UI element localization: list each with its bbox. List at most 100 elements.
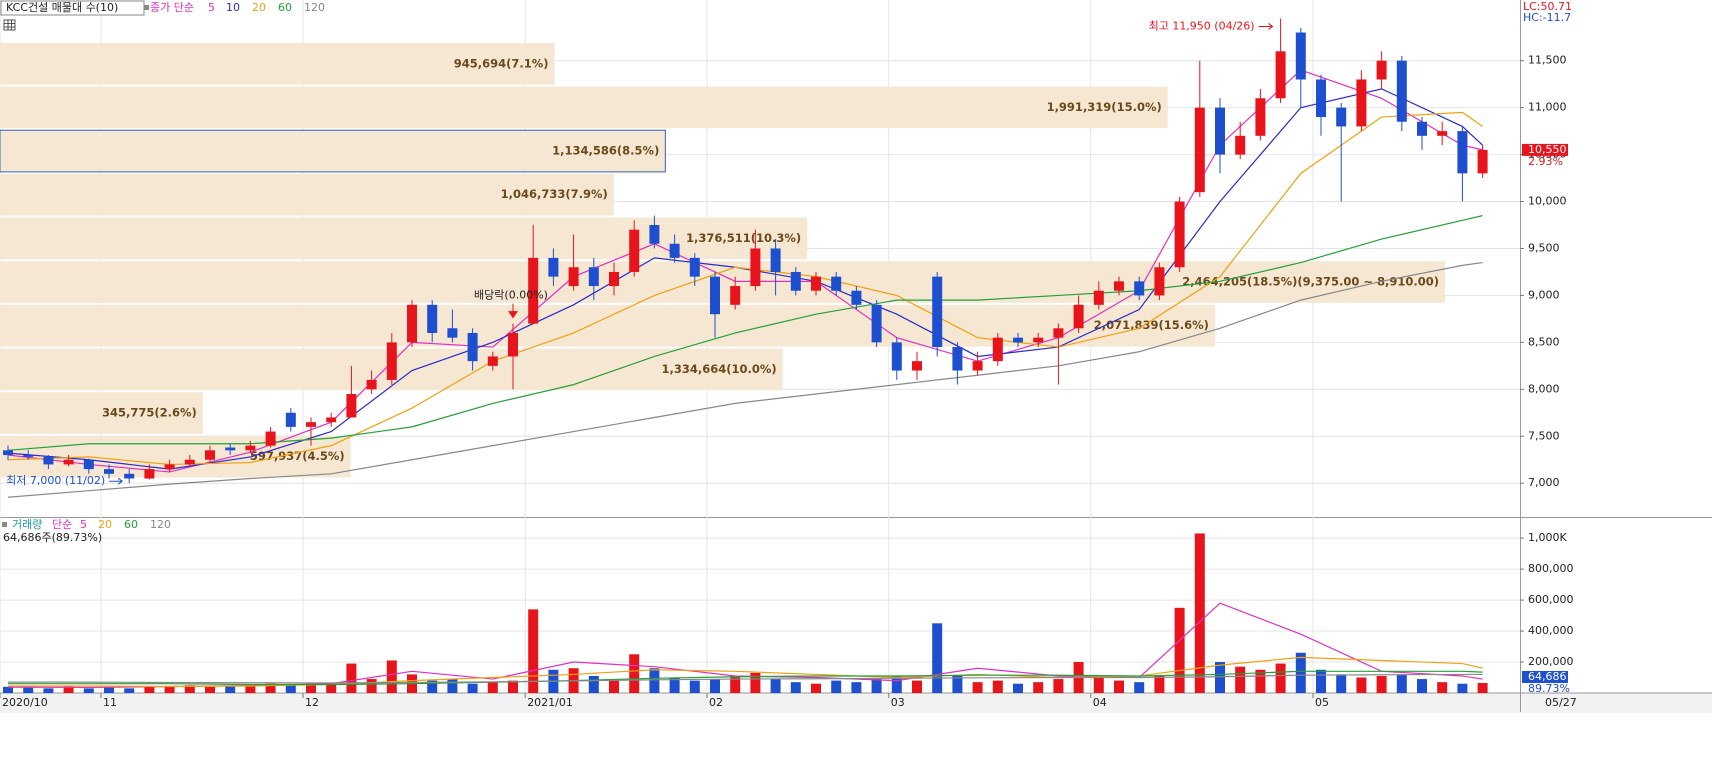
candle-body [1134, 281, 1145, 296]
candle-body [851, 290, 862, 305]
last-volume-label: 64,686 [1528, 670, 1567, 683]
legend-item: 10 [226, 1, 240, 14]
volume-bar [467, 683, 478, 693]
candle-body [508, 332, 518, 357]
candle-body [1417, 121, 1427, 136]
volume-bar [144, 686, 155, 693]
volume-bar [1457, 683, 1468, 693]
last-price-label: 10,550 [1528, 143, 1567, 156]
candle-body [629, 229, 640, 272]
candle-body [831, 276, 842, 291]
volume-bar [891, 675, 902, 693]
volume-bar [43, 688, 54, 693]
candle-body [1093, 290, 1104, 305]
profile-bar [0, 261, 1446, 303]
low-arrow [109, 477, 124, 485]
candle-body [366, 379, 377, 390]
volume-bar [669, 677, 680, 693]
volume-bar [306, 683, 316, 693]
volume-bar [1336, 674, 1347, 693]
candle-body [346, 394, 357, 418]
candle-body [992, 337, 1003, 362]
candle-body [528, 257, 539, 324]
volume-bar [1437, 682, 1448, 693]
volume-bar [871, 679, 882, 693]
legend-item: 20 [98, 518, 112, 531]
candle-body [811, 276, 821, 291]
volume-bar [730, 675, 741, 693]
volume-bar [831, 680, 842, 693]
volume-bar [124, 688, 135, 693]
y-tick-label: 8,500 [1528, 335, 1560, 348]
candle-body [427, 304, 438, 333]
y-tick-label: 1,000K [1528, 531, 1567, 544]
candle-body [1114, 281, 1124, 291]
candle-body [689, 257, 700, 277]
y-tick-label: 11,500 [1528, 54, 1567, 67]
volume-bar [1194, 533, 1205, 693]
high-arrow [1258, 23, 1274, 30]
hc-label: HC:-11.7 [1523, 11, 1571, 24]
volume-bar [952, 675, 963, 693]
volume-last-label: 64,686주(89.73%) [3, 531, 102, 544]
volume-ma-legend-label: 단순 [52, 518, 72, 531]
candle-body [1295, 32, 1306, 80]
legend-item: 120 [304, 1, 325, 14]
volume-bar [346, 663, 357, 693]
volume-bar [1396, 674, 1407, 693]
volume-bar [790, 682, 801, 693]
volume-bar [1417, 679, 1427, 693]
table-icon[interactable] [3, 19, 16, 31]
volume-bar [710, 679, 720, 693]
volume-bar [3, 686, 13, 693]
candle-body [1316, 79, 1326, 118]
candle-body [609, 271, 619, 287]
volume-bar [1255, 669, 1266, 693]
low-label: 최저 7,000 (11/02) [6, 474, 105, 487]
volume-ma-line [8, 673, 1483, 684]
ma-line [7, 215, 1483, 451]
volume-bar [184, 685, 195, 693]
last-volume-box [1522, 670, 1568, 683]
x-tick-label: 03 [891, 696, 905, 709]
volume-bar [1295, 652, 1306, 693]
candle-body [891, 342, 902, 371]
profile-bar [0, 392, 203, 434]
volume-ma-line [8, 670, 1483, 686]
x-tick-label: 04 [1093, 696, 1107, 709]
ma-legend-label: 종가 단순 [150, 1, 194, 14]
candle-body [43, 456, 54, 465]
profile-label: 1,046,733(7.9%) [501, 187, 608, 201]
volume-bar [23, 687, 34, 693]
volume-bar [245, 685, 256, 693]
volume-bar [447, 679, 458, 693]
high-label: 최고 11,950 (04/26) [1149, 19, 1255, 32]
candle-body [952, 347, 963, 371]
lc-label: LC:50.71 [1523, 0, 1572, 13]
candle-body [487, 356, 498, 366]
y-tick-label: 7,000 [1528, 476, 1560, 489]
volume-bar [750, 672, 761, 693]
volume-bar [1114, 680, 1124, 693]
candle-body [1174, 201, 1185, 268]
volume-bar [588, 675, 599, 693]
candle-body [164, 464, 175, 470]
volume-bar [1235, 666, 1246, 693]
candle-body [1013, 337, 1023, 343]
volume-bar [366, 679, 377, 693]
x-tick-label: 02 [709, 696, 723, 709]
change-label: 2.93% [1528, 155, 1563, 168]
y-tick-label: 9,500 [1528, 241, 1560, 254]
volume-bar [528, 609, 539, 693]
profile-label: 945,694(7.1%) [454, 56, 549, 70]
volume-bar [912, 680, 922, 693]
front-layer: 7,000 7,500 8,000 8,500 9,000 9,500 10,000 10,5… [0, 1, 1574, 709]
volume-bar [285, 684, 296, 693]
candle-body [306, 422, 316, 427]
candle-body [770, 248, 781, 272]
profile-bar [0, 129, 666, 173]
volume-bar [1134, 682, 1145, 693]
last-price-box [1522, 143, 1568, 156]
candle-body [225, 447, 236, 451]
profile-label: 345,775(2.6%) [102, 406, 197, 420]
